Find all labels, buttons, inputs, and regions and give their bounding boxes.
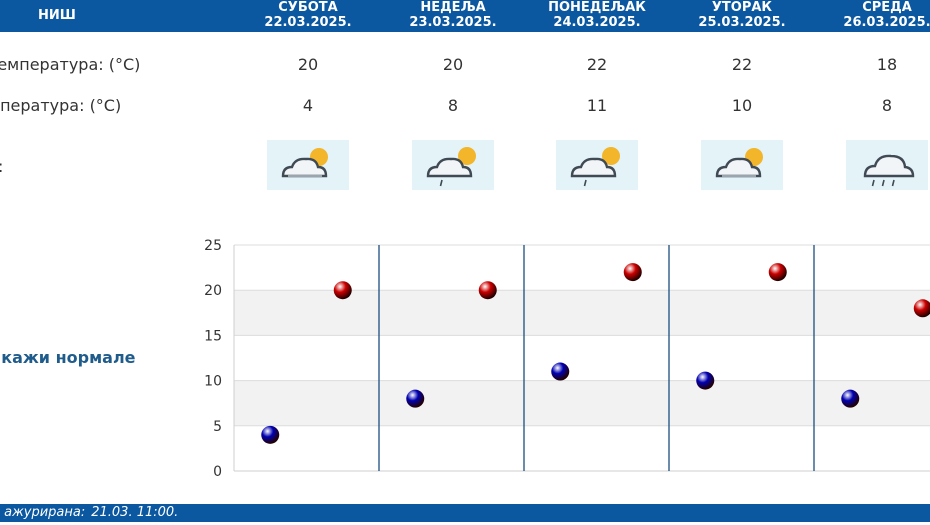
y-tick-label: 25 — [204, 238, 222, 254]
updated-time: 21.03. 11:00. — [91, 505, 179, 520]
forecast-header: НИШ СУБОТА 22.03.2025. НЕДЕЉА 23.03.2025… — [0, 0, 930, 32]
min-temp-value: 4 — [302, 96, 314, 115]
max-temp-value: 18 — [876, 55, 898, 74]
day-name: НЕДЕЉА — [420, 0, 486, 15]
weather-icon-box — [412, 140, 494, 190]
weather-icon-box — [701, 140, 783, 190]
y-tick-label: 5 — [213, 419, 222, 435]
weather-icon-box — [556, 140, 638, 190]
day-date: 23.03.2025. — [409, 15, 497, 30]
max-temp-point — [768, 263, 787, 282]
show-normals-toggle[interactable]: икажи нормале — [0, 348, 136, 367]
day-header-2: НЕДЕЉА 23.03.2025. — [388, 0, 518, 30]
max-temp-point — [913, 299, 930, 318]
weather-icon-box — [846, 140, 928, 190]
partly-cloudy-sun-icon — [281, 148, 328, 178]
day-date: 22.03.2025. — [264, 15, 352, 30]
max-temp-point — [333, 281, 352, 300]
min-temp-point — [551, 362, 570, 381]
day-name: СУБОТА — [278, 0, 338, 15]
updated-label: а ажурирана: — [0, 505, 86, 520]
max-temp-point — [478, 281, 497, 300]
day-name: СРЕДА — [862, 0, 912, 15]
min-temp-point — [406, 389, 425, 408]
max-temp-value: 22 — [586, 55, 608, 74]
day-header-3: ПОНЕДЕЉАК 24.03.2025. — [532, 0, 662, 30]
max-temp-label: температура: (°C) — [0, 55, 141, 74]
max-temp-value: 20 — [442, 55, 464, 74]
grid-band — [234, 380, 930, 426]
y-tick-label: 20 — [204, 283, 222, 299]
weather-label: : — [0, 157, 3, 176]
day-name: ПОНЕДЕЉАК — [548, 0, 646, 15]
day-date: 26.03.2025. — [843, 15, 930, 30]
day-date: 25.03.2025. — [698, 15, 786, 30]
partly-cloudy-sun-icon — [715, 148, 763, 178]
city-name: НИШ — [38, 8, 76, 23]
day-date: 24.03.2025. — [553, 15, 641, 30]
weather-icon-box — [267, 140, 349, 190]
min-temp-point — [696, 371, 715, 390]
min-temp-value: 11 — [586, 96, 608, 115]
min-temp-label: мпература: (°C) — [0, 96, 122, 115]
y-tick-label: 15 — [204, 328, 222, 344]
min-temp-point — [261, 425, 280, 444]
cloud-sun-light-rain-icon — [426, 147, 476, 187]
cloud-rain-icon — [863, 154, 915, 187]
min-temp-value: 8 — [447, 96, 459, 115]
y-tick-label: 10 — [204, 374, 222, 390]
max-temp-point — [623, 263, 642, 282]
min-temp-value: 8 — [881, 96, 893, 115]
day-header-5: СРЕДА 26.03.2025. — [822, 0, 930, 30]
max-temp-value: 22 — [731, 55, 753, 74]
y-tick-label: 0 — [213, 464, 222, 480]
max-temp-value: 20 — [297, 55, 319, 74]
temperature-chart: 0 5 10 15 20 25 — [204, 238, 930, 480]
min-temp-value: 10 — [731, 96, 753, 115]
cloud-sun-light-rain-icon — [570, 147, 620, 187]
updated-text: а ажурирана: 21.03. 11:00. — [0, 505, 178, 520]
day-name: УТОРАК — [711, 0, 773, 15]
footer-bar: а ажурирана: 21.03. 11:00. — [0, 504, 930, 522]
day-header-4: УТОРАК 25.03.2025. — [677, 0, 807, 30]
min-temp-point — [841, 389, 860, 408]
day-header-1: СУБОТА 22.03.2025. — [243, 0, 373, 30]
